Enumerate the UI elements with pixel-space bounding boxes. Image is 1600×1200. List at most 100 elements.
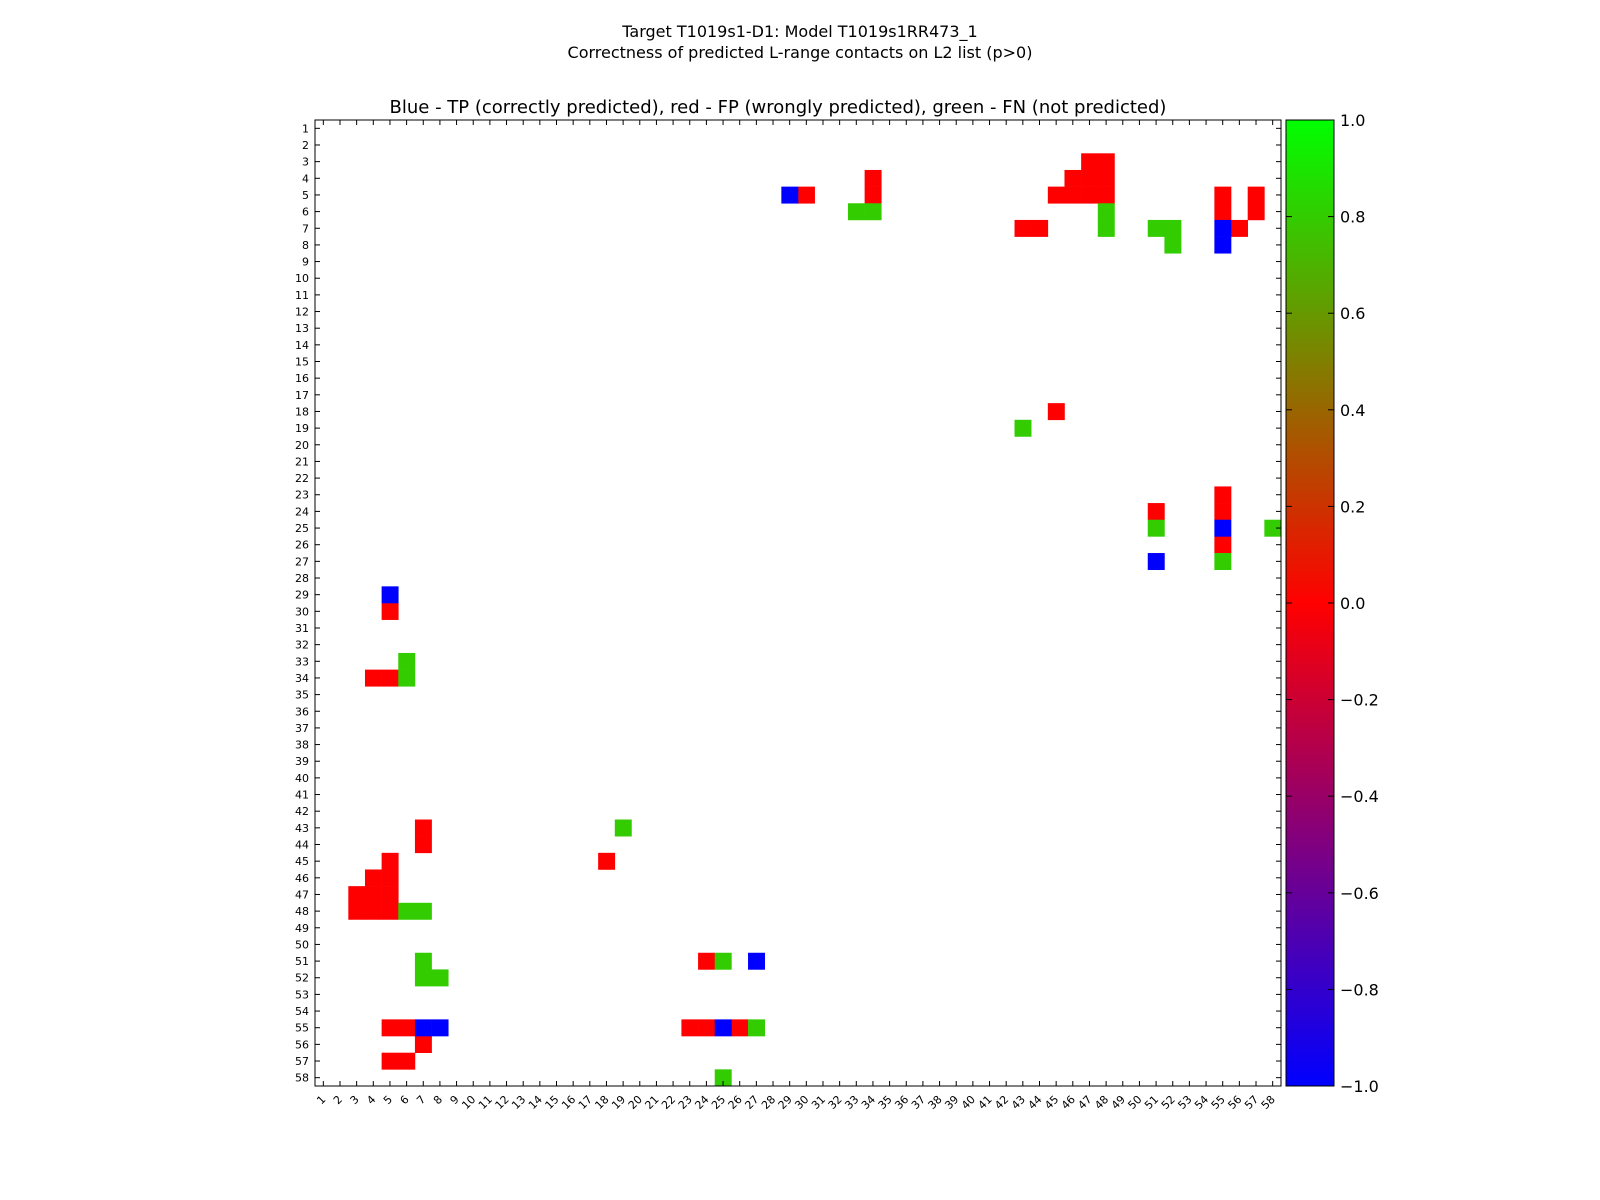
cell-fp bbox=[1214, 503, 1232, 521]
cell-fp bbox=[1214, 203, 1232, 221]
cell-fn bbox=[1214, 553, 1232, 570]
cell-fn bbox=[847, 203, 865, 221]
cell-fp bbox=[1047, 186, 1065, 204]
y-tick-label: 45 bbox=[295, 855, 309, 868]
cell-tp bbox=[781, 186, 799, 204]
cell-fp bbox=[1247, 203, 1265, 221]
x-tick-label: 2 bbox=[331, 1093, 345, 1107]
cell-fp bbox=[381, 669, 399, 687]
colorbar-tick-label: 0.0 bbox=[1340, 594, 1365, 613]
cell-fn bbox=[748, 1019, 765, 1037]
cell-fp bbox=[364, 886, 382, 904]
x-tick-label: 1 bbox=[314, 1093, 328, 1107]
cell-fp bbox=[798, 186, 815, 204]
cell-tp bbox=[748, 952, 765, 970]
y-tick-label: 41 bbox=[295, 789, 309, 802]
cell-fp bbox=[381, 869, 399, 887]
cell-fn bbox=[1264, 519, 1282, 537]
y-tick-label: 46 bbox=[295, 872, 309, 885]
cell-tp bbox=[1214, 236, 1232, 254]
y-tick-label: 40 bbox=[295, 772, 309, 785]
cell-fn bbox=[1164, 219, 1182, 237]
y-tick-label: 39 bbox=[295, 755, 309, 768]
y-tick-label: 8 bbox=[302, 239, 309, 252]
cell-fn bbox=[414, 952, 432, 970]
y-tick-label: 42 bbox=[295, 805, 309, 818]
cell-fn bbox=[614, 819, 632, 837]
cell-fp bbox=[1097, 169, 1115, 187]
colorbar-tick-label: −1.0 bbox=[1340, 1077, 1379, 1096]
cell-fp bbox=[1031, 219, 1049, 237]
cell-tp bbox=[431, 1019, 449, 1037]
y-tick-label: 49 bbox=[295, 922, 309, 935]
x-tick-label: 5 bbox=[381, 1093, 395, 1107]
y-tick-label: 58 bbox=[295, 1072, 309, 1085]
cell-fp bbox=[864, 169, 882, 187]
cell-fp bbox=[364, 669, 382, 687]
cell-fp bbox=[1081, 153, 1099, 171]
figure-title-line-2: Correctness of predicted L-range contact… bbox=[567, 43, 1033, 62]
y-tick-label: 14 bbox=[295, 339, 309, 352]
colorbar-tick-label: −0.2 bbox=[1340, 691, 1379, 710]
y-tick-label: 50 bbox=[295, 938, 309, 951]
figure-title-line-1: Target T1019s1-D1: Model T1019s1RR473_1 bbox=[622, 22, 978, 41]
cell-fp bbox=[381, 886, 399, 904]
contact-map-plot: 1122334455667788991010111112121313141415… bbox=[295, 119, 1282, 1112]
cell-fn bbox=[1014, 419, 1032, 437]
cell-fp bbox=[1081, 169, 1099, 187]
y-tick-label: 12 bbox=[295, 306, 309, 319]
cell-fp bbox=[731, 1019, 749, 1037]
cell-fp bbox=[348, 886, 366, 904]
cell-fp bbox=[381, 1019, 399, 1037]
y-tick-label: 18 bbox=[295, 405, 309, 418]
y-tick-label: 16 bbox=[295, 372, 309, 385]
y-tick-label: 29 bbox=[295, 589, 309, 602]
y-tick-label: 6 bbox=[302, 206, 309, 219]
cell-fp bbox=[1097, 186, 1115, 204]
colorbar-tick-label: 0.4 bbox=[1340, 401, 1365, 420]
cell-fp bbox=[398, 1052, 416, 1070]
y-tick-label: 9 bbox=[302, 256, 309, 269]
colorbar-tick-label: −0.8 bbox=[1340, 980, 1379, 999]
cell-fn bbox=[1147, 519, 1165, 537]
y-tick-label: 37 bbox=[295, 722, 309, 735]
y-tick-label: 47 bbox=[295, 888, 309, 901]
y-tick-label: 43 bbox=[295, 822, 309, 835]
cell-fp bbox=[598, 852, 616, 870]
cell-fn bbox=[398, 669, 416, 687]
y-tick-label: 2 bbox=[302, 139, 309, 152]
cell-fn bbox=[414, 902, 432, 920]
plot-frame bbox=[314, 119, 1282, 1087]
cell-fp bbox=[681, 1019, 699, 1037]
cell-fp bbox=[381, 603, 399, 620]
cell-fp bbox=[698, 952, 716, 970]
y-tick-label: 34 bbox=[295, 672, 309, 685]
colorbar-gradient bbox=[1286, 120, 1334, 1086]
cell-fn bbox=[714, 1069, 732, 1087]
y-tick-label: 27 bbox=[295, 555, 309, 568]
colorbar-tick-label: 0.8 bbox=[1340, 208, 1365, 227]
x-tick-label: 7 bbox=[414, 1093, 428, 1107]
y-tick-label: 5 bbox=[302, 189, 309, 202]
y-tick-label: 31 bbox=[295, 622, 309, 635]
y-tick-label: 7 bbox=[302, 222, 309, 235]
y-tick-label: 10 bbox=[295, 272, 309, 285]
y-tick-label: 11 bbox=[295, 289, 309, 302]
cell-fp bbox=[381, 852, 399, 870]
y-tick-label: 23 bbox=[295, 489, 309, 502]
cell-fp bbox=[698, 1019, 716, 1037]
y-tick-label: 48 bbox=[295, 905, 309, 918]
y-tick-label: 19 bbox=[295, 422, 309, 435]
colorbar-tick-label: −0.6 bbox=[1340, 884, 1379, 903]
cell-fp bbox=[1247, 186, 1265, 204]
cell-fn bbox=[414, 969, 432, 987]
y-tick-label: 20 bbox=[295, 439, 309, 452]
y-tick-label: 38 bbox=[295, 739, 309, 752]
y-tick-label: 55 bbox=[295, 1022, 309, 1035]
y-tick-label: 3 bbox=[302, 156, 309, 169]
y-tick-label: 44 bbox=[295, 839, 309, 852]
cell-fp bbox=[1214, 536, 1232, 554]
cell-fp bbox=[1014, 219, 1032, 237]
x-tick-label: 6 bbox=[398, 1093, 412, 1107]
cell-fp bbox=[1214, 186, 1232, 204]
